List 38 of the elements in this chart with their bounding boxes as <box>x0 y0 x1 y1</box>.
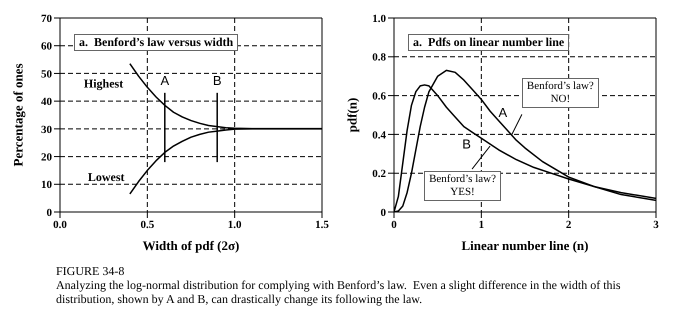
y-tick-label: 10 <box>41 179 52 192</box>
y-tick-label: 50 <box>41 68 52 80</box>
text: a. Benford’s law versus width <box>74 34 238 51</box>
y-tick-label: 0 <box>380 206 386 219</box>
x-axis-title: Linear number line (n) <box>461 238 589 253</box>
x-tick-label: 1 <box>478 218 484 231</box>
x-axis-title: Width of pdf (2σ) <box>142 238 240 253</box>
y-tick-label: 0.2 <box>372 168 386 180</box>
y-tick-label: 0.4 <box>372 129 386 142</box>
series-label: A <box>160 72 170 88</box>
y-tick-label: 40 <box>41 96 52 108</box>
x-tick-label: 2 <box>566 218 572 231</box>
y-tick-label: 30 <box>41 124 52 136</box>
x-tick-label: 1.5 <box>315 218 330 231</box>
y-axis-title: Percentage of ones <box>10 63 26 167</box>
x-tick-label: 3 <box>653 218 660 231</box>
series-label: A <box>498 104 508 120</box>
y-tick-label: 60 <box>41 40 52 53</box>
annotation: Benford’s law? YES! <box>429 173 496 200</box>
y-tick-label: 70 <box>41 12 52 25</box>
series-label: Highest <box>84 76 124 91</box>
x-tick-label: 0.5 <box>140 218 155 231</box>
y-tick-label: 0 <box>46 206 52 219</box>
y-tick-label: 0.8 <box>372 52 386 64</box>
y-axis-title: pdf(n) <box>344 98 360 132</box>
text: a. Pdfs on linear number line <box>408 34 570 51</box>
y-tick-label: 1.0 <box>372 12 386 25</box>
annotation: Benford’s law? NO! <box>526 80 594 106</box>
y-tick-label: 0.6 <box>372 90 386 103</box>
series-label: B <box>212 72 222 88</box>
text: Analyzing the log-normal distribution for complying with Benford’s law. Even a slight difference in the width of this distribution, shown by A and B, can drastically change its following the law. <box>56 278 622 306</box>
x-tick-label: 0 <box>391 218 398 231</box>
y-tick-label: 20 <box>41 151 52 164</box>
caption: FIGURE 34-8 <box>56 264 126 278</box>
series-label: B <box>462 136 471 152</box>
x-tick-label: 1.0 <box>228 218 242 231</box>
series-label: Lowest <box>88 170 125 184</box>
x-tick-label: 0.0 <box>53 218 68 231</box>
